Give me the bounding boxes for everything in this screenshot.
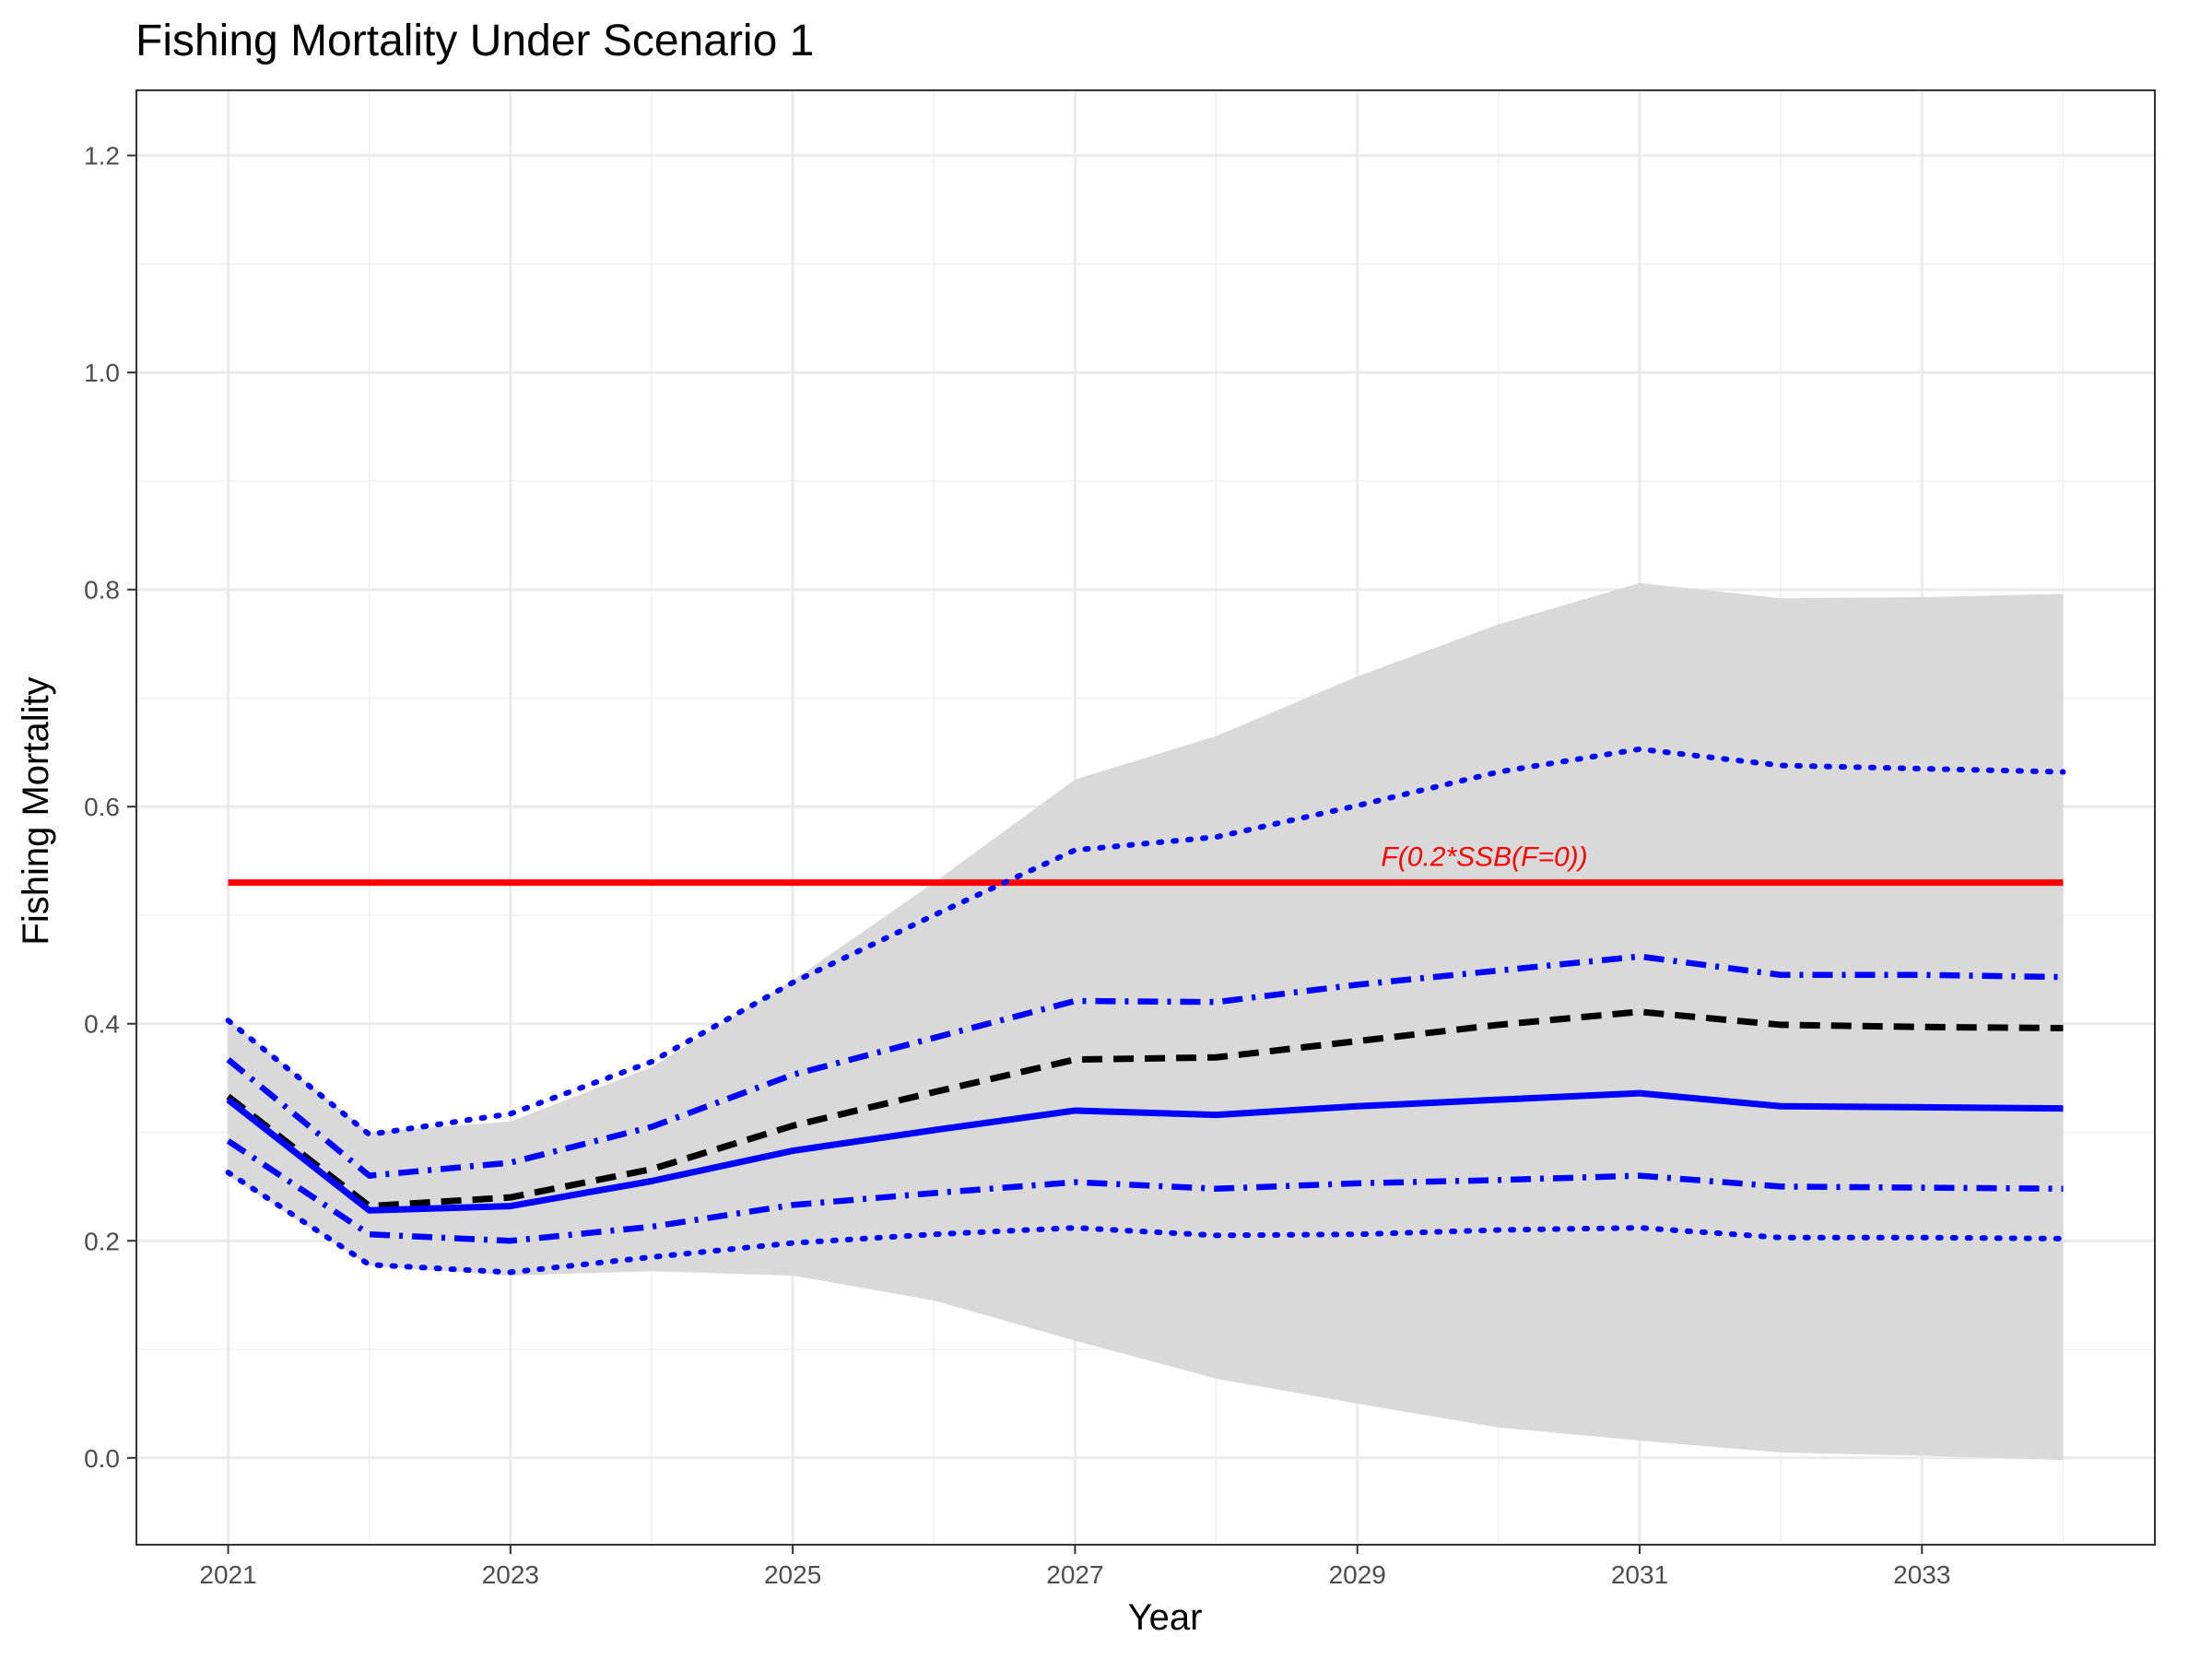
y-axis-title: Fishing Mortality [16,677,56,945]
series-line-4-solid [226,1089,2064,1214]
x-tick-label: 2025 [764,1560,821,1589]
series-line-1-dotted [225,746,2066,1137]
uncertainty-band [228,582,2064,1461]
x-tick-label: 2027 [1046,1560,1103,1589]
y-tick-label: 1.2 [84,142,120,171]
reference-line-label: F(0.2*SSB(F=0)) [1381,842,1587,873]
panel-border [135,89,2156,1546]
x-tick-label: 2029 [1329,1560,1386,1589]
series-line-3-dashed [226,1008,2064,1210]
series-line-2-dotdash [226,953,2064,1179]
uncertainty-band-layer [228,582,2064,1461]
series-line-5-dotdash [226,1138,2064,1244]
y-axis: 0.0 0.2 0.4 0.6 0.8 1.0 1.2 [84,142,136,1473]
y-tick-label: 0.4 [84,1010,120,1039]
y-tick-label: 1.0 [84,359,120,387]
series-layer [225,746,2066,1276]
y-tick-label: 0.6 [84,793,120,821]
x-tick-label: 2033 [1893,1560,1950,1589]
x-axis-title: Year [1128,1597,1203,1638]
chart-title: Fishing Mortality Under Scenario 1 [135,17,814,65]
series-line-6-dotted [225,1170,2066,1276]
plot-area: F(0.2*SSB(F=0)) [135,89,2156,1546]
x-tick-label: 2031 [1611,1560,1668,1589]
x-tick-label: 2023 [482,1560,539,1589]
y-tick-label: 0.0 [84,1444,120,1473]
x-axis: 2021 2023 2025 2027 2029 2031 2033 [199,1545,1950,1589]
x-tick-label: 2021 [199,1560,256,1589]
y-tick-label: 0.8 [84,576,120,605]
y-tick-label: 0.2 [84,1227,120,1255]
